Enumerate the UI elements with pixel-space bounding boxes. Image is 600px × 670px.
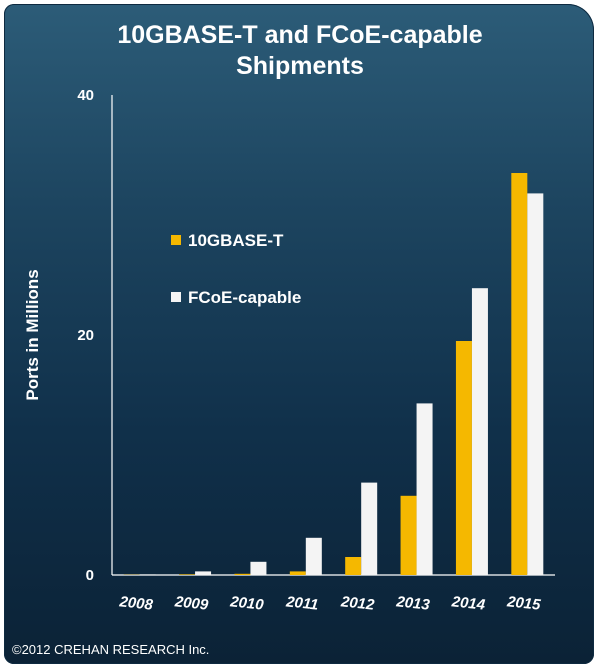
bar-10gbase-t-2014 (455, 341, 472, 575)
bar-10gbase-t-2009 (179, 574, 196, 575)
bar-10gbase-t-2013 (400, 495, 417, 575)
legend-label: FCoE-capable (188, 288, 301, 307)
legend-swatch (171, 235, 181, 245)
y-tick-label: 40 (77, 87, 94, 104)
x-tick-label: 2009 (173, 593, 210, 614)
bar-fcoe-capable-2015 (527, 193, 544, 575)
bar-10gbase-t-2012 (345, 557, 362, 575)
bar-fcoe-capable-2014 (471, 288, 488, 575)
bar-fcoe-capable-2010 (250, 561, 267, 575)
y-axis-label: Ports in Millions (23, 269, 42, 400)
x-tick-label: 2015 (505, 593, 542, 614)
legend-label: 10GBASE-T (188, 231, 284, 250)
bar-fcoe-capable-2009 (195, 571, 212, 575)
chart-panel (4, 4, 594, 664)
x-tick-label: 2011 (284, 593, 319, 613)
x-tick-label: 2014 (450, 593, 487, 614)
copyright-text: ©2012 CREHAN RESEARCH Inc. (12, 642, 210, 657)
x-tick-label: 2008 (118, 593, 155, 614)
bar-fcoe-capable-2011 (305, 537, 322, 575)
y-tick-label: 0 (86, 567, 94, 584)
x-tick-label: 2013 (395, 593, 432, 614)
bar-fcoe-capable-2013 (416, 403, 433, 575)
chart-title: 10GBASE-T and FCoE-capable Shipments (0, 20, 600, 82)
x-tick-label: 2012 (339, 593, 376, 614)
bar-fcoe-capable-2008 (139, 574, 156, 575)
bar-fcoe-capable-2012 (361, 482, 378, 575)
legend-swatch (171, 292, 181, 302)
y-tick-label: 20 (77, 327, 94, 344)
x-tick-label: 2010 (228, 593, 265, 614)
bar-10gbase-t-2015 (511, 173, 528, 575)
chart-title-text: 10GBASE-T and FCoE-capable Shipments (117, 21, 483, 80)
bar-10gbase-t-2010 (234, 573, 251, 575)
bar-10gbase-t-2011 (289, 571, 306, 575)
